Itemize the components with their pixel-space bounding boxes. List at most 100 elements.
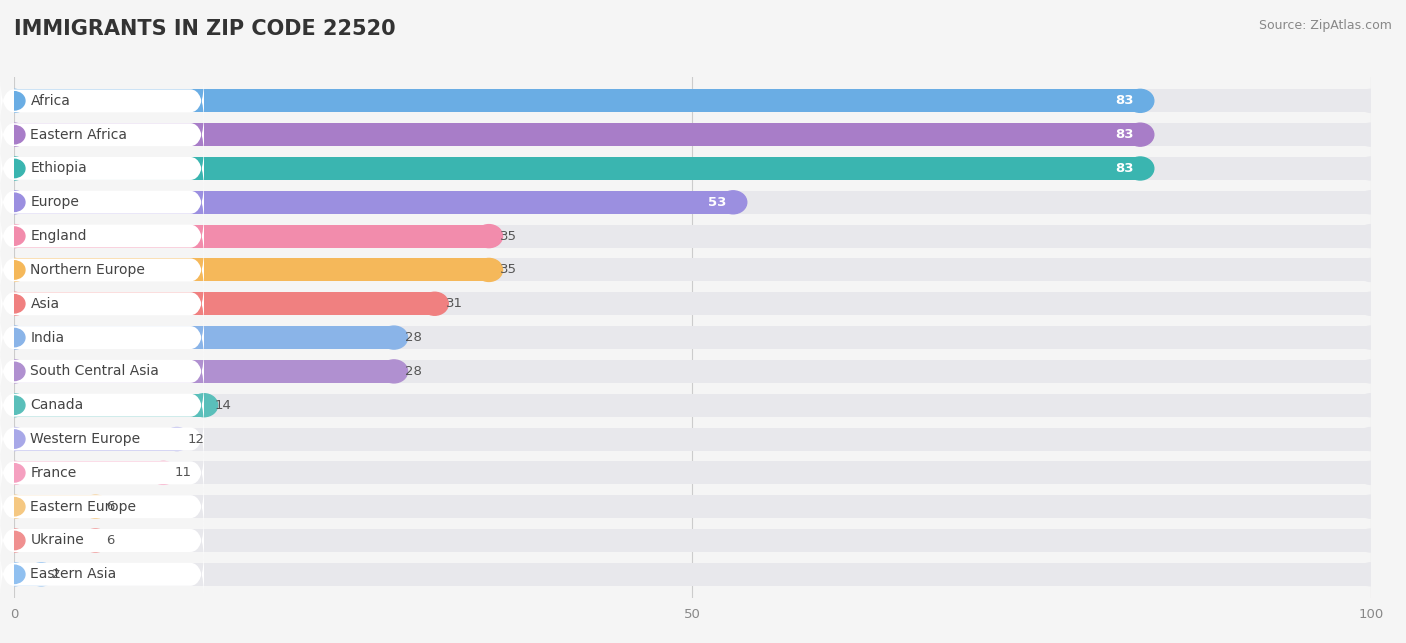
Bar [14,360,1371,383]
Ellipse shape [0,258,28,282]
Ellipse shape [0,495,28,518]
Ellipse shape [1126,157,1154,180]
Ellipse shape [3,430,25,448]
Ellipse shape [381,326,408,349]
Ellipse shape [0,360,28,383]
Ellipse shape [0,428,28,451]
Ellipse shape [0,326,28,349]
Bar [14,191,1371,213]
Ellipse shape [420,293,449,315]
FancyBboxPatch shape [0,451,204,495]
Ellipse shape [720,191,747,213]
Bar [14,157,1140,180]
Ellipse shape [0,258,28,282]
Bar [14,293,1371,315]
Ellipse shape [0,191,28,213]
Ellipse shape [1357,326,1385,349]
Ellipse shape [3,531,25,550]
Text: 6: 6 [107,500,115,513]
Text: 35: 35 [499,230,517,242]
Ellipse shape [0,394,28,417]
Text: 83: 83 [1115,128,1133,141]
Bar [14,224,489,248]
Ellipse shape [0,563,28,586]
Ellipse shape [0,326,28,349]
Ellipse shape [0,293,28,315]
Ellipse shape [149,462,177,484]
Ellipse shape [3,193,25,212]
Ellipse shape [3,260,25,279]
Bar [14,394,204,417]
Bar [14,224,1371,248]
Ellipse shape [3,464,25,482]
FancyBboxPatch shape [0,315,204,360]
Text: 12: 12 [188,433,205,446]
FancyBboxPatch shape [0,417,204,462]
Text: England: England [31,229,87,243]
FancyBboxPatch shape [0,552,204,597]
Bar [14,191,733,213]
Bar [14,360,394,383]
Bar [14,394,1371,417]
Ellipse shape [1126,123,1154,146]
Bar [14,428,177,451]
Text: 2: 2 [52,568,60,581]
Ellipse shape [0,428,28,451]
FancyBboxPatch shape [0,518,204,563]
Text: Eastern Europe: Eastern Europe [31,500,136,514]
FancyBboxPatch shape [0,248,204,293]
Ellipse shape [1357,191,1385,213]
Bar [14,326,394,349]
Bar [14,428,1371,451]
Text: Africa: Africa [31,94,70,108]
Ellipse shape [3,329,25,347]
Text: France: France [31,466,77,480]
Ellipse shape [1357,123,1385,146]
Ellipse shape [1357,462,1385,484]
Ellipse shape [3,159,25,177]
Ellipse shape [190,394,218,417]
Text: Ethiopia: Ethiopia [31,161,87,176]
Text: Ukraine: Ukraine [31,534,84,547]
Text: 28: 28 [405,365,422,378]
Text: 28: 28 [405,331,422,344]
Text: 11: 11 [174,466,191,479]
Bar [14,89,1371,113]
Text: Source: ZipAtlas.com: Source: ZipAtlas.com [1258,19,1392,32]
Ellipse shape [1357,428,1385,451]
FancyBboxPatch shape [0,282,204,326]
FancyBboxPatch shape [0,180,204,224]
Bar [14,123,1371,146]
Ellipse shape [1357,563,1385,586]
Ellipse shape [0,191,28,213]
Bar [14,293,434,315]
Text: IMMIGRANTS IN ZIP CODE 22520: IMMIGRANTS IN ZIP CODE 22520 [14,19,395,39]
Ellipse shape [3,498,25,516]
Ellipse shape [1357,360,1385,383]
Ellipse shape [0,495,28,518]
Bar [14,258,1371,282]
Ellipse shape [0,462,28,484]
FancyBboxPatch shape [0,146,204,191]
Text: Western Europe: Western Europe [31,432,141,446]
FancyBboxPatch shape [0,349,204,394]
Text: 35: 35 [499,264,517,276]
Bar [14,89,1140,113]
Ellipse shape [0,224,28,248]
Bar [14,258,489,282]
Ellipse shape [1357,529,1385,552]
FancyBboxPatch shape [0,383,204,428]
Ellipse shape [3,362,25,381]
Ellipse shape [3,227,25,246]
Ellipse shape [0,157,28,180]
Ellipse shape [1357,157,1385,180]
Ellipse shape [381,360,408,383]
Ellipse shape [0,394,28,417]
Text: Northern Europe: Northern Europe [31,263,145,277]
Text: Asia: Asia [31,297,59,311]
Ellipse shape [82,495,110,518]
Ellipse shape [475,224,502,248]
Bar [14,563,1371,586]
Ellipse shape [28,563,55,586]
Text: 83: 83 [1115,95,1133,107]
